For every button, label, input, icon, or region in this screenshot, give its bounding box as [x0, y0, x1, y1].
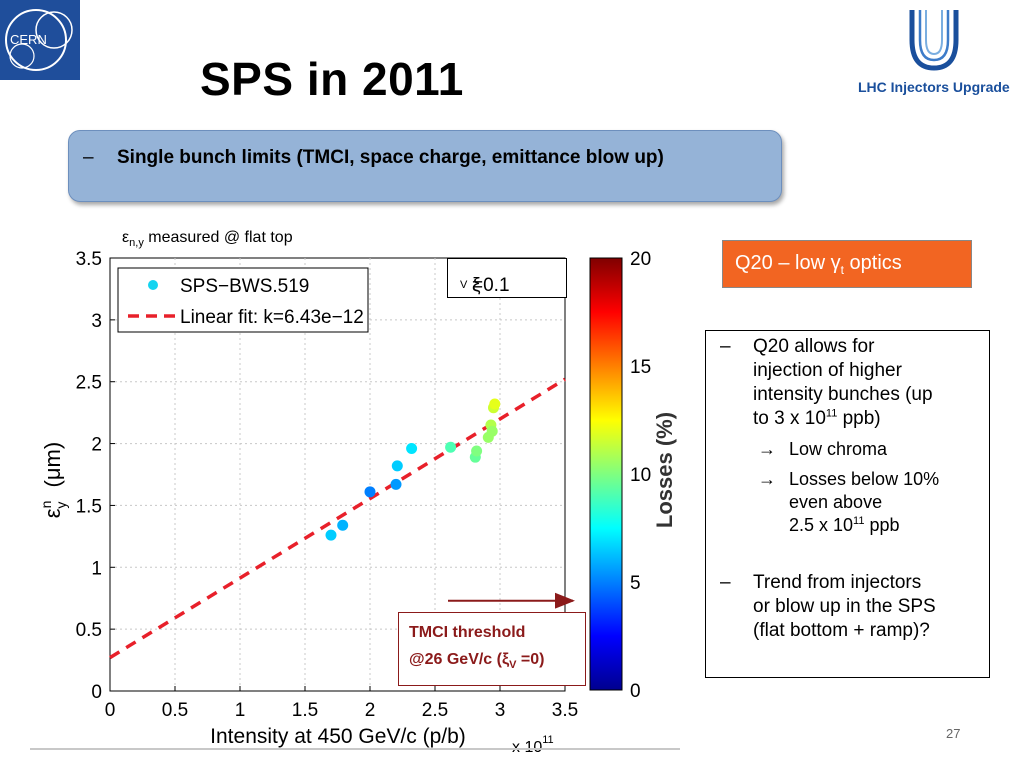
sub2-arrow-icon: → [758, 469, 776, 489]
y-tick-label: 1.5 [76, 496, 102, 517]
q20-optics-box: Q20 – low γt optics [722, 240, 972, 288]
xi-value: =0.1 [472, 275, 510, 296]
sub2-line3-exponent: 11 [853, 515, 865, 527]
bullet1-line4-suffix: ppb) [837, 408, 881, 429]
bullet2-line3: (flat bottom + ramp)? [753, 620, 930, 641]
x-axis-label: Intensity at 450 GeV/c (p/b) [210, 725, 466, 748]
bullet2-line2: or blow up in the SPS [753, 596, 936, 617]
tmci-xi-subscript: V [509, 659, 517, 672]
legend-fit-label: Linear fit: k=6.43e−12 [180, 307, 364, 328]
bullet1-line1: Q20 allows for [753, 336, 875, 357]
lhc-u-icon [909, 10, 959, 71]
y-axis-label: εny (μm) [38, 442, 69, 518]
axis-ticks: 0 0.5 1 1.5 2 2.5 3 3.5 0 0.5 1 1.5 2 2.5 3 3.5 [76, 249, 579, 721]
sub2-line3: 2.5 x 1011 ppb [789, 513, 900, 537]
single-bunch-limits-text: Single bunch limits (TMCI, space charge,… [117, 147, 664, 168]
gamma-subscript: t [840, 263, 844, 277]
tmci-threshold-box: TMCI threshold @26 GeV/c (ξV =0) [398, 612, 586, 686]
data-point [390, 478, 402, 490]
xi-v-box: ξ V =0.1 [447, 258, 567, 298]
colorbar-tick-label: 10 [630, 465, 651, 486]
tmci-xi-symbol: ξ [501, 651, 510, 668]
gamma-symbol: γ [830, 252, 841, 274]
slide-title: SPS in 2011 [200, 53, 464, 105]
q20-prefix: Q20 – low [735, 252, 831, 274]
page-number: 27 [946, 726, 961, 741]
legend-box [117, 267, 369, 333]
y-tick-label: 3 [91, 311, 102, 332]
x-tick-label: 2.5 [422, 700, 448, 721]
emittance-measured-label: εn,y measured @ flat top [122, 229, 293, 249]
data-point [471, 445, 483, 457]
x-tick-label: 3 [495, 700, 506, 721]
legend-scatter-label: SPS−BWS.519 [180, 276, 309, 297]
bullet1-line4-exponent: 11 [825, 407, 838, 420]
sub1-arrow-icon: → [758, 439, 776, 459]
svg-text:εny (μm): εny (μm) [38, 442, 69, 518]
sub2-line2: even above [789, 492, 883, 512]
footer-divider [30, 748, 680, 750]
bullet1-line2: injection of higher [753, 360, 902, 381]
data-point [364, 486, 376, 498]
colorbar-label: Losses (%) [652, 412, 677, 528]
lhc-logo-text: LHC Injectors Upgrade [858, 79, 1010, 95]
data-point [325, 529, 337, 541]
data-point [486, 425, 498, 437]
single-bunch-limits-box: – Single bunch limits (TMCI, space charg… [68, 130, 782, 202]
y-tick-label: 0 [91, 682, 102, 703]
bullet1-dash: – [720, 336, 731, 357]
tmci-line2-suffix: =0) [516, 651, 545, 668]
emittance-label-text: measured @ flat top [143, 229, 293, 246]
y-tick-label: 1 [91, 558, 102, 579]
x-tick-label: 2 [365, 700, 376, 721]
y-tick-label: 3.5 [76, 249, 102, 270]
cern-logo-text: CERN [10, 32, 47, 47]
colorbar-tick-label: 20 [630, 249, 651, 270]
xi-subscript: V [460, 278, 468, 291]
y-tick-label: 0.5 [76, 620, 102, 641]
bullet2-dash: – [720, 572, 731, 593]
colorbar-tick-label: 15 [630, 357, 651, 378]
q20-benefits-box: – Q20 allows for injection of higher int… [705, 330, 990, 678]
sub1-text: Low chroma [789, 439, 888, 459]
bullet1-line4: to 3 x 1011 ppb) [753, 407, 881, 431]
emittance-vs-intensity-chart: 0 0.5 1 1.5 2 2.5 3 3.5 0 0.5 1 1.5 2 2.5 3 3.5 SPS−BWS… [38, 249, 677, 755]
x-tick-label: 1.5 [292, 700, 318, 721]
bullet1-line4-prefix: to 3 x 10 [753, 408, 826, 429]
bullet1-line3: intensity bunches (up [753, 384, 933, 405]
bullet2-line1: Trend from injectors [753, 572, 922, 593]
tmci-line2-prefix: @26 GeV/c ( [409, 651, 502, 668]
xi-symbol: ξ [472, 275, 481, 296]
cern-logo: CERN [0, 0, 80, 80]
data-points [325, 398, 501, 541]
x-axis-multiplier: x 1011 [512, 734, 554, 755]
data-point [489, 398, 501, 410]
chart-legend: SPS−BWS.519 Linear fit: k=6.43e−12 [117, 267, 369, 333]
sub2-line3-suffix: ppb [864, 515, 900, 535]
epsilon-subscript: n,y [129, 237, 144, 250]
x-tick-label: 0.5 [162, 700, 188, 721]
data-point [406, 443, 418, 455]
sub2-line3-prefix: 2.5 x 10 [789, 515, 854, 535]
legend-marker-scatter [148, 280, 158, 290]
q20-suffix: optics [843, 252, 902, 274]
sub2-line1: Losses below 10% [789, 469, 940, 489]
lhc-injectors-upgrade-logo: LHC Injectors Upgrade [852, 4, 1022, 99]
x-tick-label: 0 [105, 700, 116, 721]
data-point [445, 441, 457, 453]
epsilon-symbol: ε [122, 229, 130, 246]
tmci-line1: TMCI threshold [409, 624, 526, 641]
y-tick-label: 2.5 [76, 373, 102, 394]
data-point [391, 460, 403, 472]
colorbar-tick-label: 5 [630, 573, 641, 594]
x-tick-label: 1 [235, 700, 246, 721]
bullet-dash: – [83, 147, 94, 168]
losses-colorbar [589, 257, 623, 691]
y-tick-label: 2 [91, 435, 102, 456]
x-tick-label: 3.5 [552, 700, 578, 721]
data-point [337, 519, 349, 531]
colorbar-ticks: 0 5 10 15 20 [630, 249, 651, 702]
colorbar-tick-label: 0 [630, 681, 641, 702]
tmci-line2: @26 GeV/c (ξV =0) [409, 651, 544, 671]
